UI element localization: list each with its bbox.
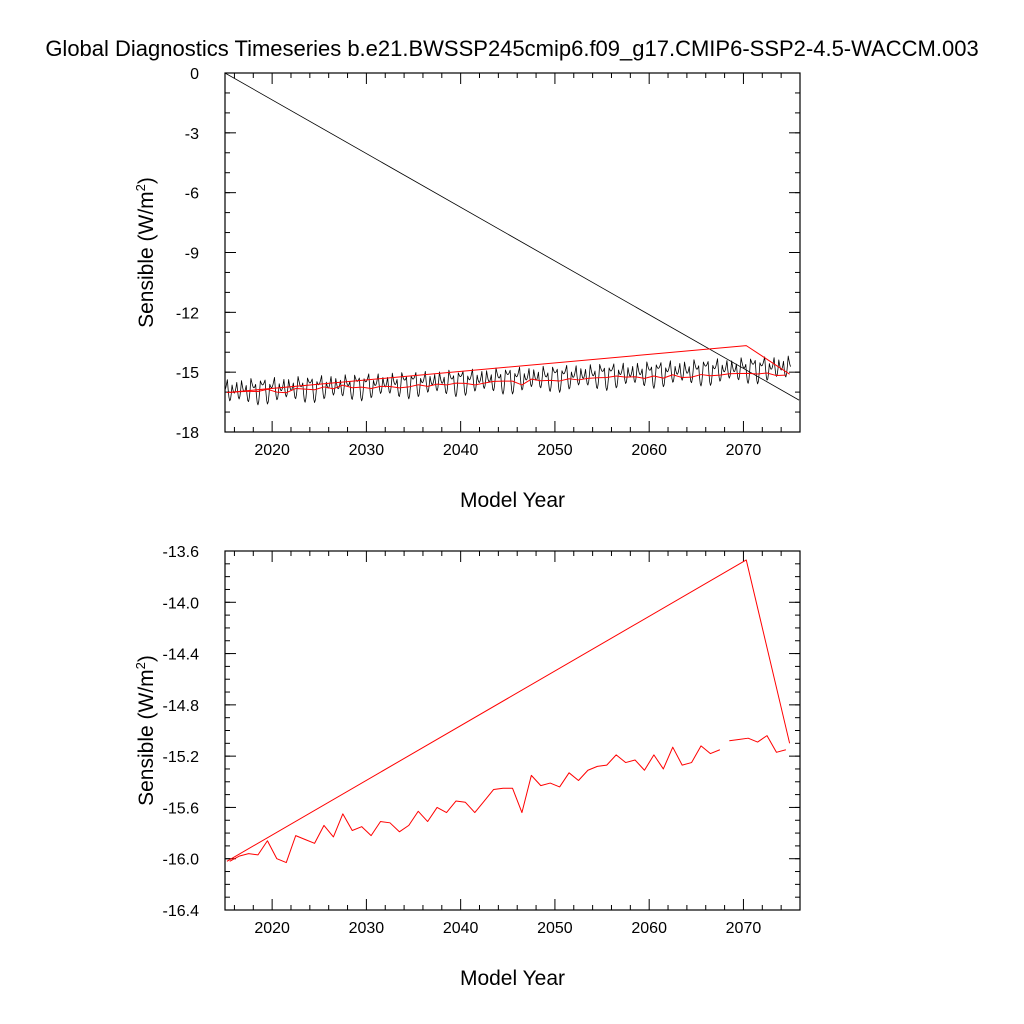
y-tick-label: -13.6: [163, 544, 200, 561]
y-tick-label: -15: [176, 365, 199, 382]
annual-series-line: [729, 735, 786, 753]
y-tick-label: -3: [185, 126, 199, 143]
x-tick-label: 2070: [726, 442, 762, 459]
x-tick-label: 2040: [443, 442, 479, 459]
x-axis-title: Model Year: [460, 489, 565, 512]
x-tick-label: 2050: [537, 920, 573, 937]
annual-wrap-line: [226, 345, 790, 394]
y-tick-label: -15.6: [163, 800, 200, 817]
x-tick-label: 2030: [349, 920, 385, 937]
x-tick-label: 2020: [254, 442, 290, 459]
page-title: Global Diagnostics Timeseries b.e21.BWSS…: [45, 36, 979, 61]
top-panel: 2020 2030 2040 2050 2060 2070 0 -3 -6 -9 -12 -15 -18…: [133, 66, 801, 512]
y-tick-label: -14.8: [163, 698, 200, 715]
annual-wrap-line: [226, 559, 791, 862]
bottom-panel: 2020 2030 2040 2050 2060 2070 -13.6 -14.0 -14.4 -…: [133, 544, 801, 990]
y-tick-label: -9: [185, 246, 199, 263]
annual-series-line: [229, 372, 786, 394]
y-axis-title: Sensible (W/m2): [133, 177, 158, 328]
x-tick-label: 2030: [349, 442, 385, 459]
y-tick-label: -16.0: [163, 852, 200, 869]
y-tick-label: -15.2: [163, 749, 200, 766]
y-tick-label: -18: [176, 425, 199, 442]
y-tick-label: -6: [185, 186, 199, 203]
x-tick-label: 2040: [443, 920, 479, 937]
y-tick-label: -14.4: [163, 647, 200, 664]
x-axis-title: Model Year: [460, 967, 565, 990]
annual-series-line: [229, 745, 721, 864]
x-tick-label: 2070: [726, 920, 762, 937]
x-tick-label: 2020: [254, 920, 290, 937]
y-tick-label: -16.4: [163, 903, 200, 920]
plot-frame: [224, 72, 801, 433]
y-tick-label: -12: [176, 305, 199, 322]
monthly-wrap-line: [225, 73, 800, 401]
y-axis-title: Sensible (W/m2): [133, 655, 158, 806]
y-tick-label: -14.0: [163, 595, 200, 612]
x-tick-label: 2060: [631, 920, 667, 937]
y-tick-label: 0: [190, 66, 199, 83]
plot-frame: [224, 550, 801, 911]
x-tick-label: 2050: [537, 442, 573, 459]
monthly-series-line: [225, 355, 791, 406]
x-tick-label: 2060: [631, 442, 667, 459]
